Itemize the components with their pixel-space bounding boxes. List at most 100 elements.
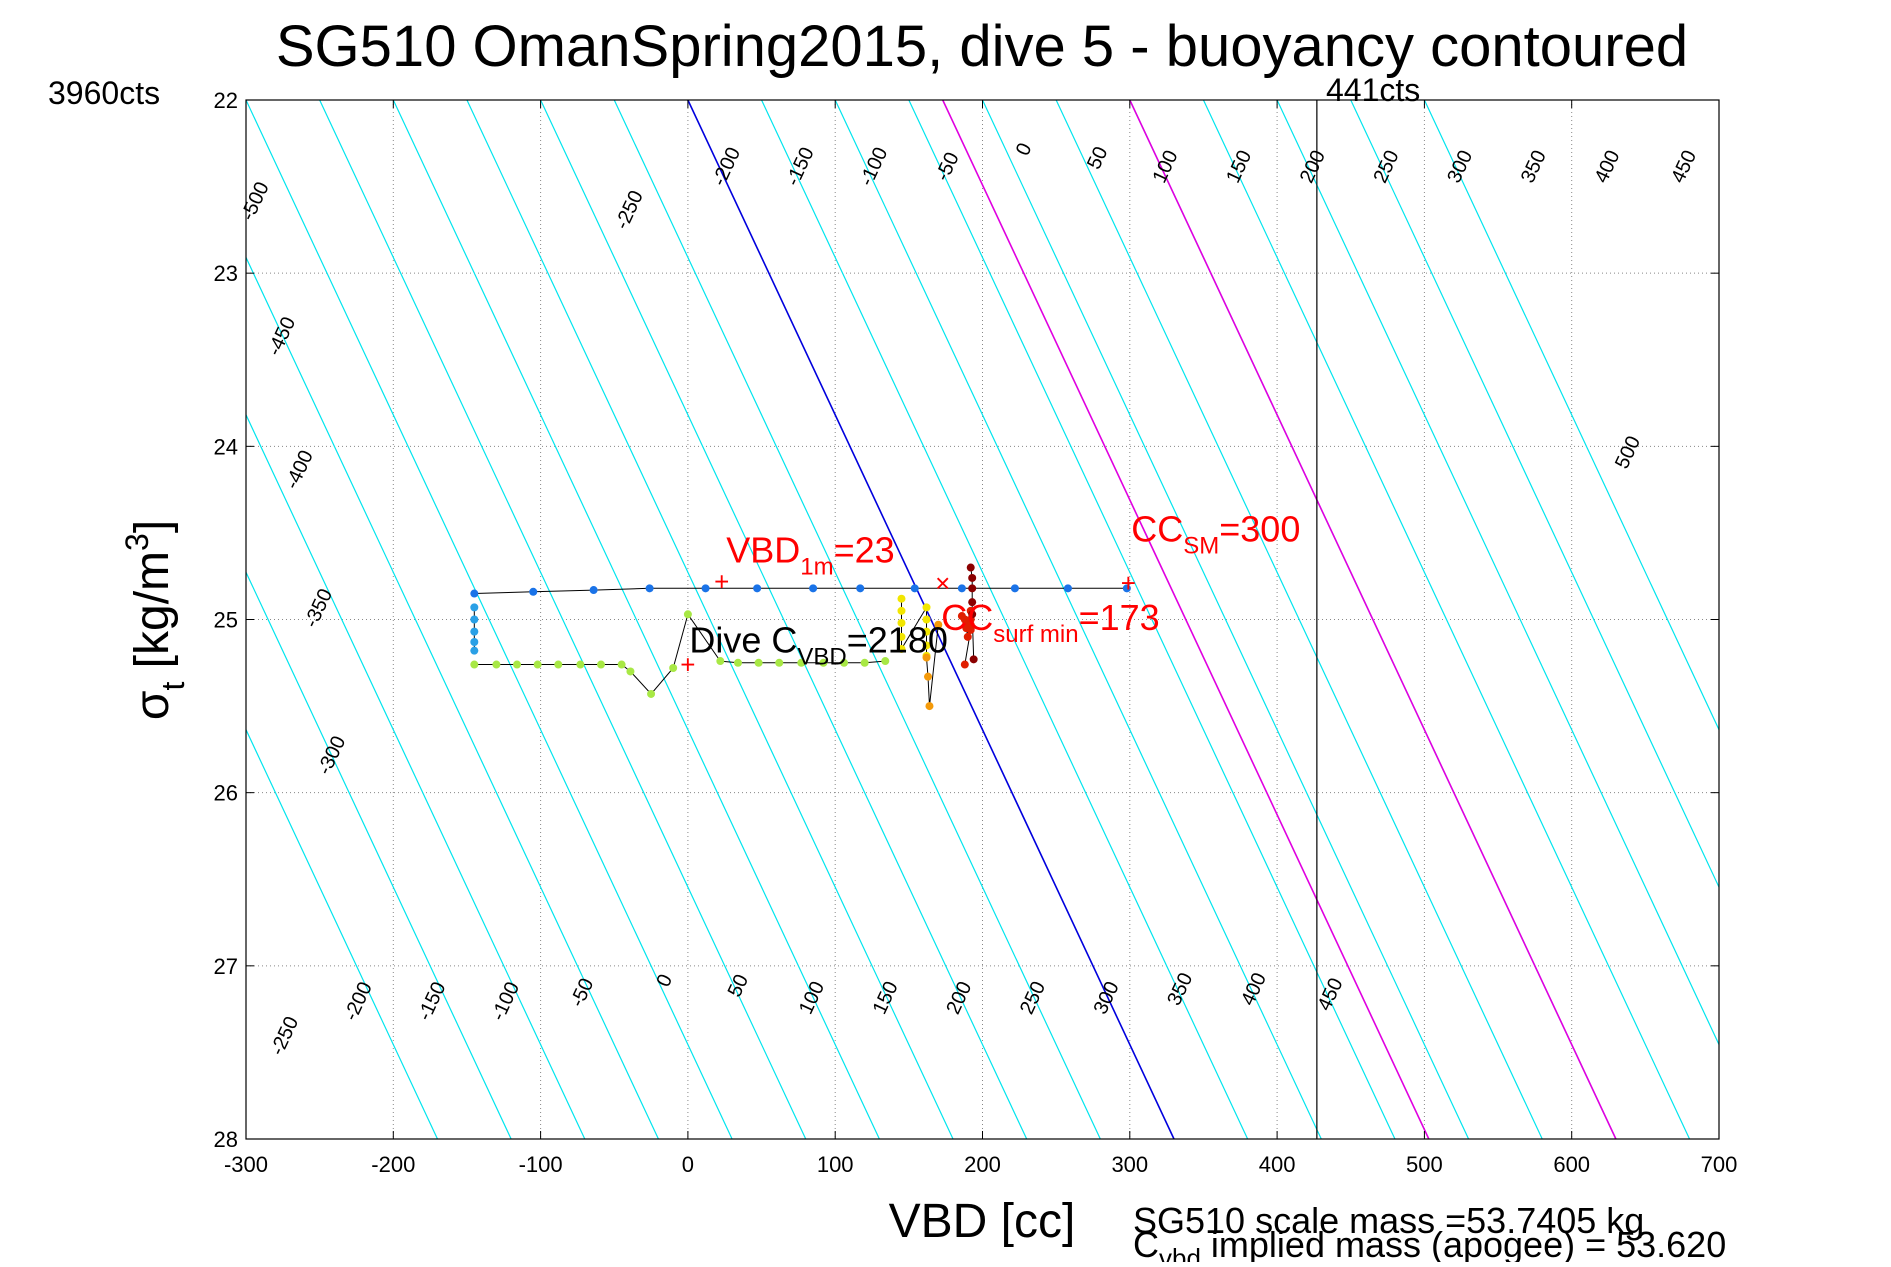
point-dive-yellow-5 — [922, 603, 931, 612]
grid — [246, 100, 1719, 1139]
x-tick-label-0: -300 — [224, 1152, 268, 1177]
contour-label-28: 100 — [795, 978, 829, 1018]
annotation-ccsm-value: =300 — [1219, 509, 1300, 550]
x-tick-label-7: 400 — [1259, 1152, 1296, 1177]
point-dive-ascent-8 — [626, 667, 635, 676]
contour-line-0 — [687, 100, 1175, 1139]
y-label-sigma: σ — [126, 691, 179, 721]
point-dive-ascent-5 — [576, 660, 585, 669]
point-dive-ascent-20 — [881, 657, 890, 666]
point-dive-ascent-2 — [513, 660, 522, 669]
point-dive-ascent-9 — [647, 689, 656, 698]
contour-label-12: 300 — [1443, 147, 1477, 187]
contour-label-13: 350 — [1517, 147, 1551, 187]
point-dive-ascent-4 — [554, 660, 563, 669]
x-tick-label-2: -100 — [519, 1152, 563, 1177]
contour-line--500 — [246, 728, 439, 1139]
point-dive-yellow-7 — [922, 627, 931, 636]
contour-highlight-173 — [942, 100, 1430, 1139]
contour-line-350 — [1202, 100, 1691, 1139]
point-dive-yellow-6 — [922, 615, 931, 624]
contour-lines — [246, 100, 1719, 1139]
y-label-sub: t — [155, 682, 191, 691]
point-dive-orange-2 — [925, 702, 934, 711]
contour-line--400 — [246, 413, 586, 1139]
contour-label-26: 0 — [652, 971, 677, 990]
contour-line--300 — [246, 100, 733, 1139]
annotation-ccsm-sub: SM — [1183, 533, 1219, 560]
marker-0: + — [714, 566, 729, 596]
contour-label-19: -300 — [313, 733, 350, 779]
annotation-ccsurf-value: =173 — [1079, 597, 1160, 638]
x-axis-ticks: -300 -200 -100 0 100 200 300 400 500 600 700 — [224, 100, 1737, 1177]
point-dive-darkred-1 — [968, 573, 977, 582]
y-tick-label-4: 26 — [214, 781, 238, 806]
point-dive-yellow-2 — [897, 618, 906, 627]
contour-label-31: 250 — [1016, 978, 1050, 1018]
y-tick-label-1: 23 — [214, 261, 238, 286]
marker-layer: + + + × — [680, 566, 1136, 679]
point-dive-ascent-1 — [492, 660, 501, 669]
contour-label-0: -500 — [237, 179, 274, 225]
contour-line--50 — [613, 100, 1101, 1139]
point-dive-descent-11 — [1063, 584, 1072, 593]
footer-implied-base: C — [1133, 1224, 1159, 1262]
contour-label-34: 400 — [1237, 969, 1271, 1009]
contour-label-27: 50 — [724, 971, 753, 1000]
y-label-unit: [kg/m — [126, 551, 179, 682]
point-dive-descent-1 — [529, 587, 538, 596]
y-label-sup: 3 — [119, 533, 155, 551]
annotation-vbd1m-value: =23 — [834, 529, 895, 570]
contour-line--150 — [466, 100, 954, 1139]
annotation-ccsurf-sub: surf min — [993, 621, 1078, 648]
point-dive-descent-6 — [809, 584, 818, 593]
marker-2: + — [680, 650, 695, 680]
contour-label-23: -150 — [414, 979, 451, 1025]
y-tick-label-2: 24 — [214, 434, 238, 459]
point-dive-yellow-4 — [897, 644, 906, 653]
track-dive-yellow — [901, 598, 927, 656]
point-dive-descent-7 — [856, 584, 865, 593]
point-dive-darkred-3 — [968, 598, 977, 607]
point-dive-orange-0 — [922, 653, 931, 662]
x-tick-label-10: 700 — [1701, 1152, 1738, 1177]
x-axis-label: VBD [cc] — [889, 1195, 1076, 1248]
annotation-vbd1m-base: VBD — [726, 529, 800, 570]
contour-line-400 — [1276, 100, 1719, 1046]
contour-label-15: 450 — [1667, 147, 1701, 187]
annotation-ccsurf-base: CC — [941, 597, 993, 638]
point-dive-yellow-0 — [897, 594, 906, 603]
y-tick-label-0: 22 — [214, 88, 238, 113]
point-dive-descent-3 — [645, 584, 654, 593]
contour-line-250 — [1055, 100, 1543, 1139]
contour-label-32: 300 — [1090, 978, 1124, 1018]
contour-label-4: -100 — [856, 144, 893, 190]
x-tick-label-8: 500 — [1406, 1152, 1443, 1177]
contour-label-1: -250 — [611, 187, 648, 233]
point-dive-vertical-cyan-1 — [470, 615, 479, 624]
contour-label-33: 350 — [1163, 969, 1197, 1009]
point-dive-ascent-3 — [533, 660, 542, 669]
point-dive-ascent-14 — [754, 658, 763, 667]
point-dive-ascent-16 — [797, 658, 806, 667]
point-dive-ascent-17 — [819, 658, 828, 667]
corner-label-top-left: 3960cts — [48, 75, 160, 111]
contour-label-29: 150 — [869, 978, 903, 1018]
annotation-divecvbd-sub: VBD — [797, 643, 846, 670]
point-dive-ascent-12 — [716, 657, 725, 666]
y-axis-ticks: 22 23 24 25 26 27 28 — [214, 88, 1719, 1152]
point-dive-ascent-13 — [733, 658, 742, 667]
contour-label-17: -400 — [281, 447, 318, 493]
marker-1: + — [1121, 568, 1136, 598]
point-dive-yellow-8 — [922, 641, 931, 650]
contour-line-150 — [908, 100, 1396, 1139]
point-dive-vertical-cyan-2 — [470, 627, 479, 636]
x-tick-label-9: 600 — [1553, 1152, 1590, 1177]
point-dive-descent-2 — [589, 586, 598, 595]
y-tick-label-3: 25 — [214, 608, 238, 633]
x-tick-label-3: 0 — [682, 1152, 694, 1177]
contour-highlight-300 — [1129, 100, 1617, 1139]
x-tick-label-4: 100 — [817, 1152, 854, 1177]
